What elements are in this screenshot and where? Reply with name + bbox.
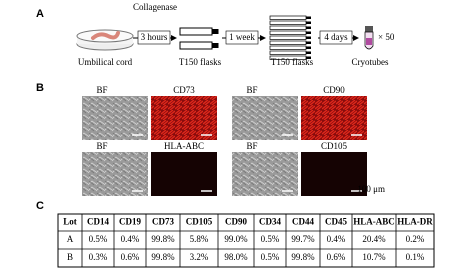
- flask: [269, 25, 307, 30]
- bf-image: [82, 96, 148, 140]
- flask: [269, 30, 307, 35]
- image-label: CD73: [173, 85, 195, 95]
- arrow: [222, 30, 266, 45]
- table-cell: 20.4%: [362, 234, 386, 244]
- table-cell: 0.6%: [327, 252, 346, 262]
- flask-stack: [269, 15, 311, 60]
- step-label: T150 flasks: [179, 57, 222, 67]
- table-cell: CD73: [152, 217, 174, 227]
- table-cell: 99.8%: [291, 252, 315, 262]
- flask-cap: [306, 51, 311, 54]
- flask-cap: [306, 36, 311, 39]
- table-cell: 99.8%: [151, 252, 175, 262]
- bf-image: [232, 152, 298, 196]
- flask-cap: [306, 21, 311, 24]
- arrow: [133, 30, 177, 45]
- image-label: HLA-ABC: [164, 141, 204, 151]
- table-cell: 99.8%: [151, 234, 175, 244]
- table-cell: 99.7%: [291, 234, 315, 244]
- table-cell: 10.7%: [362, 252, 386, 262]
- fluorescence-image: [301, 152, 367, 196]
- fluorescence-image: [151, 96, 217, 140]
- arrow: [318, 30, 359, 45]
- table-cell: 0.1%: [406, 252, 425, 262]
- arrow-label: 3 hours: [141, 32, 168, 42]
- step-label: Cryotubes: [352, 57, 389, 67]
- fluorescence-image: [301, 96, 367, 140]
- table-cell: 3.2%: [190, 252, 209, 262]
- table-cell: Lot: [63, 217, 77, 227]
- table-cell: 0.2%: [406, 234, 425, 244]
- panel-label: B: [36, 82, 44, 94]
- table-cell: 0.6%: [121, 252, 140, 262]
- enzyme: Collagenase: [133, 2, 177, 12]
- step-label: Umbilical cord: [78, 57, 133, 67]
- image-label: CD90: [323, 85, 345, 95]
- image-label: BF: [96, 141, 107, 151]
- fluorescence-image: [151, 152, 217, 196]
- bf-image: [82, 152, 148, 196]
- table-border: [57, 213, 435, 268]
- flask: [269, 45, 307, 50]
- flask: [269, 50, 307, 55]
- table-cell: CD19: [119, 217, 141, 227]
- image-label: BF: [246, 85, 257, 95]
- flask-cap: [306, 46, 311, 49]
- table-cell: 0.5%: [261, 234, 280, 244]
- flask-cap: [306, 16, 311, 19]
- flasks: [179, 27, 219, 50]
- step-label: T150 flasks: [271, 57, 314, 67]
- table-cell: CD44: [292, 217, 314, 227]
- multiplier: × 50: [378, 32, 395, 42]
- table-cell: CD34: [259, 217, 281, 227]
- flask-cap: [306, 26, 311, 29]
- table-cell: B: [67, 252, 73, 262]
- bf-image: [232, 96, 298, 140]
- image-label: BF: [96, 85, 107, 95]
- panel-label: C: [36, 200, 44, 212]
- flask: [269, 35, 307, 40]
- table-cell: HLA-DR: [397, 217, 433, 227]
- table-cell: 99.0%: [224, 234, 248, 244]
- cryotube: [364, 26, 374, 50]
- table-cell: 0.5%: [261, 252, 280, 262]
- flask: [269, 20, 307, 25]
- table-cell: HLA-ABC: [353, 217, 395, 227]
- flask: [269, 40, 307, 45]
- table-cell: CD14: [87, 217, 109, 227]
- table-cell: CD105: [186, 217, 213, 227]
- table-cell: 0.4%: [121, 234, 140, 244]
- table-cell: 0.5%: [89, 234, 108, 244]
- image-label: CD105: [321, 141, 348, 151]
- table-cell: CD45: [325, 217, 347, 227]
- arrow-label: 1 week: [229, 32, 255, 42]
- panel-label: A: [36, 8, 44, 20]
- table-cell: A: [67, 234, 74, 244]
- arrow-label: 4 days: [324, 32, 348, 42]
- flask: [269, 15, 307, 20]
- image-label: BF: [246, 141, 257, 151]
- table-cell: 5.8%: [190, 234, 209, 244]
- flask-cap: [306, 41, 311, 44]
- petri-dish: [76, 29, 134, 51]
- table-cell: 0.3%: [89, 252, 108, 262]
- table-cell: 98.0%: [224, 252, 248, 262]
- flask-cap: [306, 31, 311, 34]
- table-cell: 0.4%: [327, 234, 346, 244]
- table-cell: CD90: [225, 217, 247, 227]
- scale-label: 100 μm: [357, 184, 385, 194]
- flask-cap: [306, 56, 311, 59]
